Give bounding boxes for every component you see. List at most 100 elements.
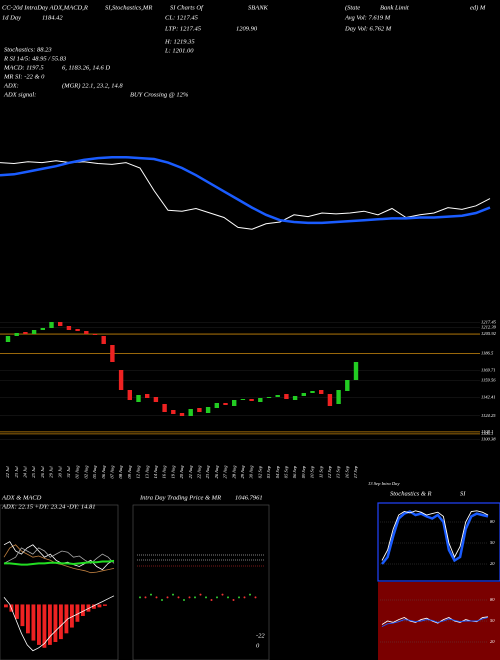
- y-tick-label: 1106.1: [481, 431, 493, 436]
- macd-bar: [92, 604, 96, 609]
- x-tick-label: 24 Jul: [22, 466, 27, 478]
- rsi-line: [381, 617, 489, 628]
- macd-bar: [81, 604, 85, 616]
- x-tick-label: 21 Aug: [188, 465, 193, 479]
- x-tick-label: 02 Aug: [83, 465, 88, 479]
- x-tick-label: 05 Sep: [283, 465, 288, 478]
- mrsi-dot: [161, 599, 163, 601]
- stoch-title: Stochastics & R: [390, 490, 432, 497]
- macd-bar: [37, 604, 41, 645]
- mrsi-dot: [249, 593, 251, 596]
- mrsi-dot: [166, 596, 169, 599]
- x-tick-label: 19 Aug: [170, 465, 175, 479]
- adx-line: [3, 547, 115, 564]
- candle-body: [162, 404, 167, 412]
- x-tick-label: 29 Aug: [240, 465, 245, 479]
- candle-body: [284, 394, 289, 399]
- candle-body: [336, 390, 341, 404]
- x-tick-label: 31 Jul: [66, 466, 71, 478]
- x-tick-label: 28 Aug: [231, 465, 236, 479]
- stat: MACD: 1197.5: [3, 64, 44, 71]
- stat: R SI 14/5: 48.95 / 55.83: [3, 55, 67, 62]
- x-tick-label: 22 Jul: [5, 466, 10, 478]
- x-tick-label: 10 Sep: [310, 465, 315, 478]
- candle-body: [5, 336, 11, 342]
- ltp: LTP: 1217.45: [164, 25, 202, 32]
- x-tick-label: 16 Aug: [162, 465, 167, 479]
- x-tick-label: 04 Sep: [275, 465, 280, 478]
- x-tick-label: 06 Sep: [292, 465, 297, 478]
- y-tick-label: 1124.25: [481, 413, 496, 418]
- macd-bar: [103, 604, 107, 606]
- x-tick-label: 05 Aug: [92, 465, 97, 479]
- mrsi-dot: [172, 593, 174, 596]
- x-tick-label: 06 Aug: [101, 465, 106, 479]
- y-tick-label: 1186.5: [481, 351, 494, 356]
- x-tick-label: 16 Sep: [344, 465, 349, 478]
- day-vol: Day Vol: 6.762 M: [344, 25, 392, 32]
- x-tick-label: 30 Jul: [57, 466, 62, 478]
- candle-body: [197, 408, 202, 412]
- x-tick-label: 23 Jul: [14, 466, 19, 478]
- stat: BUY Crossing @ 12%: [130, 91, 189, 98]
- macd-bar: [31, 604, 36, 641]
- x-tick-label: 23 Aug: [205, 465, 210, 479]
- stat: 6, 1183.26, 14.6 D: [62, 64, 110, 71]
- candle-body: [49, 322, 54, 328]
- macd-line: [3, 595, 115, 652]
- mrsi-dot: [243, 596, 246, 599]
- candle-body: [223, 403, 228, 405]
- y-tick-label: 1100.38: [481, 437, 496, 442]
- title-part: ed) M: [470, 4, 486, 11]
- stoch-line: [381, 510, 489, 565]
- macd-bar: [48, 604, 52, 645]
- x-tick-label: 22 Aug: [196, 465, 201, 479]
- mrsi-dot: [254, 596, 257, 599]
- candle-body: [40, 328, 45, 330]
- candle-body: [353, 362, 359, 380]
- candle-body: [345, 380, 350, 391]
- stoch-line: [381, 510, 489, 561]
- candle-body: [101, 336, 106, 344]
- y-tick-label: 20: [490, 639, 495, 644]
- y-tick-label: 20: [490, 561, 495, 566]
- mrsi-dot: [177, 596, 180, 599]
- candle-body: [92, 334, 98, 335]
- x-tick-label: 02 Sep: [257, 465, 262, 478]
- candle-body: [145, 394, 150, 398]
- candle-body: [275, 395, 280, 397]
- candle-body: [171, 410, 176, 414]
- close: CL: 1217.45: [165, 14, 199, 21]
- x-tick-label: 17 Sep: [353, 465, 358, 478]
- x-tick-label: 29 Jul: [49, 466, 54, 478]
- x-tick-label: 14 Aug: [153, 465, 158, 479]
- mrsi-zero: 0: [256, 642, 260, 649]
- stat: ADX:: [3, 82, 19, 89]
- candle-body: [266, 397, 272, 398]
- x-tick-label: 26 Aug: [214, 465, 219, 479]
- candle-body: [75, 329, 80, 331]
- candle-body: [127, 390, 132, 400]
- macd-bar: [64, 604, 69, 634]
- macd-bar: [86, 604, 91, 612]
- overlay-line: [0, 155, 491, 225]
- macd-bar: [97, 604, 102, 608]
- mrsi-dot: [155, 596, 158, 599]
- mrsi-panel: [132, 504, 270, 660]
- x-tick-label: 13 Aug: [144, 465, 149, 479]
- candle-body: [23, 332, 28, 334]
- candle-body: [153, 397, 159, 402]
- candle-body: [110, 345, 115, 362]
- y-tick-label: 1108.1: [481, 429, 493, 434]
- macd-bar: [26, 604, 30, 634]
- title-part: SI,Stochastics,MR: [105, 4, 152, 11]
- candle-body: [310, 391, 315, 393]
- title-part: (State: [345, 4, 360, 11]
- candle-body: [301, 393, 306, 396]
- title-part: CC-20d IntraDay ADX,MACD,R: [2, 4, 88, 11]
- adx-line: [4, 559, 115, 566]
- x-tick-label: 01 Aug: [75, 465, 80, 479]
- mrsi-dot: [150, 593, 152, 596]
- candle-body: [292, 396, 298, 400]
